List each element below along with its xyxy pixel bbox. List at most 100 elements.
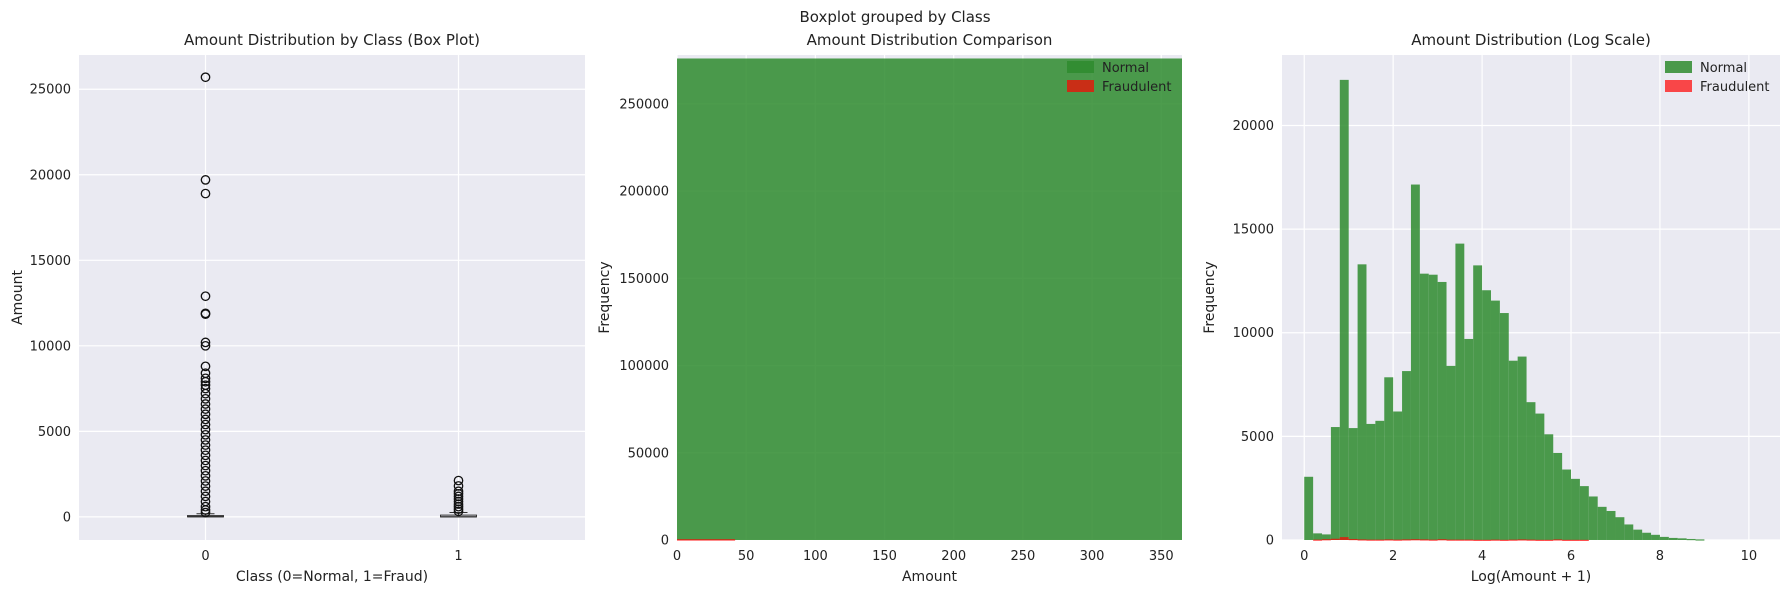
histogram-bar [1517,539,1527,541]
histogram-bar [1393,411,1403,540]
histogram-bar [1339,537,1349,540]
y-tick-label: 50000 [628,446,669,461]
box-outlier-point [200,419,211,430]
box-outlier-point [200,440,211,450]
y-tick-label: 20000 [1233,119,1274,134]
box-outlier-point [200,455,211,466]
x-tick-label: 300 [1080,549,1105,564]
histogram-bar [1490,539,1500,541]
histogram-bar [1473,265,1483,540]
box-outlier-point [453,496,464,507]
box-outlier-point [200,414,211,425]
series-fraudulent [1313,537,1589,541]
box-outlier-point [453,494,464,504]
y-tick-label: 100000 [619,359,669,374]
x-tick-label: 200 [941,549,966,564]
box-outlier-point [453,499,464,509]
box-class-1 [440,475,477,518]
y-tick-label: 200000 [619,185,669,200]
histogram-bar [1455,243,1465,540]
histogram-bar [1313,539,1323,541]
histogram-bar [1366,539,1376,541]
box-outlier-point [200,373,211,384]
y-tick-label: 10000 [30,339,71,354]
histogram-bar [677,58,1182,541]
x-tick-label: 350 [1149,549,1174,564]
box-outlier-point [200,470,211,481]
histogram-bar [1526,402,1536,540]
histogram-bar [1437,281,1447,540]
box-outlier-point [453,488,464,499]
box-outlier-point [200,435,211,445]
x-tick-label: 1 [454,549,462,564]
chart-panel-3: Normal Fraudulent 0 5000 10000 15000 20000 0 2 4 6… [1202,31,1780,585]
histogram-bar [1499,539,1509,541]
legend-label-fraudulent: Fraudulent [1102,80,1172,95]
x-tick-label: 10 [1741,549,1758,564]
box-outlier-point [200,424,211,435]
histogram-bar [1322,539,1331,541]
box-outlier-point [200,337,211,348]
histogram-bar [1633,529,1643,540]
histogram-bar [677,539,736,541]
histogram-bar [1348,428,1358,540]
histogram-bar [1490,300,1500,540]
x-tick-label: 4 [1478,549,1486,564]
histogram-bar [1375,539,1385,541]
x-tick-label: 6 [1567,549,1575,564]
box-outlier-point [453,491,464,502]
histogram-bar [1544,539,1554,541]
histogram-bar [1571,539,1580,541]
y-tick-label: 150000 [619,272,669,287]
histogram-bar [1419,273,1429,540]
histogram-bar [1482,539,1491,541]
legend: Normal Fraudulent [1067,61,1172,95]
histogram-bar [1659,536,1669,540]
histogram-bar [1384,377,1394,540]
histogram-bar [1535,413,1545,540]
histogram-bar [1402,539,1411,541]
histogram-bar [1508,539,1518,541]
y-tick-label: 0 [1266,534,1274,549]
histogram-bar [1695,539,1705,541]
histogram-bar [1553,539,1563,541]
histogram-bar [1402,371,1411,540]
figure-suptitle: Boxplot grouped by Class [799,8,990,26]
histogram-bar [1455,539,1465,541]
x-axis-label: Amount [902,569,958,585]
box-outlier-point [453,501,464,512]
histogram-bar [1579,539,1589,541]
chart-title: Amount Distribution Comparison [807,31,1053,49]
box-outlier-point [453,486,464,497]
box-outlier-point [200,491,211,502]
box-outlier-point [200,376,211,387]
y-tick-label: 0 [661,534,669,549]
histogram-bar [1544,434,1554,540]
box-outlier-point [200,361,211,372]
box-outlier-point [200,445,211,456]
histogram-bar [1330,427,1340,540]
histogram-bar [1464,338,1474,540]
plot-area [79,55,585,540]
box-outlier-point [200,450,211,461]
histogram-bar [1642,532,1652,540]
histogram-bar [1366,423,1376,540]
box-outlier-point [453,475,464,486]
histogram-bar [1597,506,1607,540]
box-outlier-point [200,476,211,486]
box-outlier-point [200,486,211,497]
histogram-bar [1304,476,1314,540]
x-tick-label: 2 [1389,549,1397,564]
histogram-bar [1482,290,1491,540]
box-outlier-point [200,501,211,512]
legend-label-normal: Normal [1102,61,1149,76]
box-class-0 [187,72,224,518]
histogram-bar [1419,539,1429,541]
box-outlier-point [200,505,211,515]
histogram-bar [1348,538,1358,541]
plot-marks [187,72,477,518]
histogram-bar [1535,539,1545,541]
histogram-bar [1668,537,1678,540]
